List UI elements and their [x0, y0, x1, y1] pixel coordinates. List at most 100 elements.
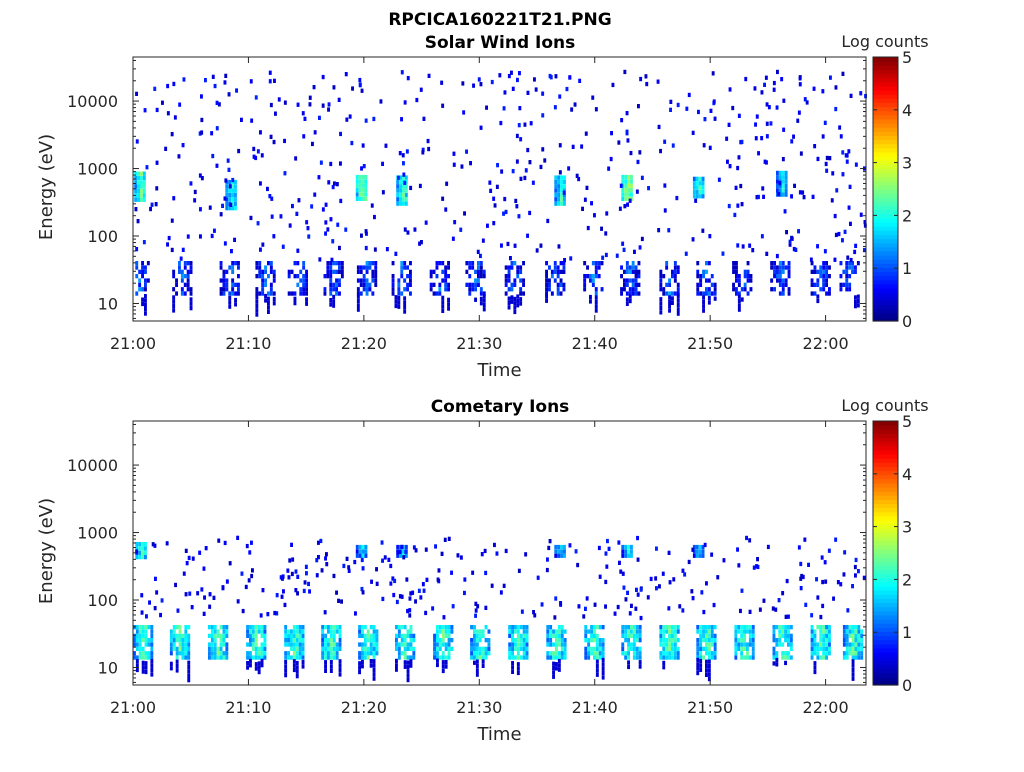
heatmap-cell — [433, 646, 436, 651]
heatmap-cell — [528, 160, 532, 165]
heatmap-cell — [260, 625, 264, 630]
heatmap-cell — [228, 304, 232, 309]
heatmap-cell — [478, 633, 482, 638]
heatmap-cell — [734, 638, 738, 643]
heatmap-cell — [234, 179, 237, 185]
heatmap-cell — [594, 265, 598, 270]
heatmap-cell — [589, 299, 592, 304]
heatmap-cell — [290, 638, 293, 643]
heatmap-cell — [748, 642, 752, 647]
heatmap-cell — [225, 655, 229, 660]
heatmap-cell — [308, 102, 312, 107]
heatmap-cell — [270, 214, 274, 219]
heatmap-cell — [507, 305, 511, 310]
heatmap-cell — [263, 655, 267, 660]
heatmap-cell — [637, 282, 641, 287]
heatmap-cell — [657, 124, 661, 130]
heatmap-cell — [170, 218, 174, 223]
heatmap-cell — [468, 265, 472, 270]
heatmap-cell — [810, 655, 814, 660]
heatmap-cell — [707, 629, 711, 634]
heatmap-cell — [556, 287, 560, 292]
heatmap-cell — [397, 646, 401, 651]
heatmap-cell — [471, 282, 475, 287]
heatmap-cell — [825, 278, 828, 283]
heatmap-cell — [330, 257, 334, 262]
heatmap-cell — [475, 655, 479, 660]
heatmap-cell — [144, 265, 147, 270]
heatmap-cell — [707, 278, 711, 283]
heatmap-cell — [234, 206, 237, 211]
heatmap-cell — [676, 629, 680, 634]
heatmap-cell — [459, 555, 463, 560]
heatmap-cell — [403, 180, 407, 185]
heatmap-cell — [685, 106, 689, 111]
heatmap-cell — [332, 651, 336, 656]
colorbar-segment — [873, 515, 898, 521]
heatmap-cell — [637, 274, 641, 279]
heatmap-cell — [440, 551, 444, 556]
heatmap-cell — [621, 196, 625, 201]
heatmap-cell — [839, 274, 843, 279]
plot-area-frame — [132, 420, 867, 686]
heatmap-cell — [291, 203, 294, 209]
heatmap-cell — [705, 291, 708, 296]
heatmap-cell — [298, 625, 302, 630]
heatmap-cell — [358, 192, 362, 197]
heatmap-cell — [787, 614, 790, 619]
heatmap-cell — [516, 666, 520, 671]
heatmap-cell — [261, 242, 265, 247]
colorbar-tick-label: 2 — [902, 570, 912, 589]
heatmap-cell — [762, 194, 765, 199]
heatmap-cell — [769, 121, 773, 126]
heatmap-cell — [447, 306, 450, 311]
heatmap-cell — [155, 160, 159, 165]
heatmap-cell — [234, 201, 237, 206]
heatmap-cell — [246, 651, 249, 656]
colorbar-segment — [873, 255, 898, 260]
heatmap-cell — [403, 261, 407, 266]
heatmap-cell — [324, 664, 327, 669]
heatmap-cell — [405, 577, 409, 582]
heatmap-cell — [302, 261, 306, 266]
heatmap-cell — [816, 625, 820, 630]
heatmap-cell — [673, 269, 677, 274]
heatmap-cell — [513, 243, 517, 248]
heatmap-cell — [324, 660, 327, 665]
heatmap-cell — [770, 261, 774, 266]
heatmap-cell — [142, 197, 146, 202]
heatmap-cell — [175, 282, 178, 287]
heatmap-cell — [545, 278, 548, 283]
heatmap-cell — [219, 651, 223, 656]
heatmap-cell — [272, 291, 276, 296]
heatmap-cell — [482, 302, 486, 308]
heatmap-cell — [511, 665, 514, 670]
heatmap-cell — [147, 625, 151, 630]
heatmap-cell — [444, 282, 448, 287]
heatmap-cell — [630, 174, 633, 180]
colorbar-segment — [873, 197, 898, 202]
heatmap-cell — [845, 655, 849, 660]
colorbar-segment — [873, 487, 898, 492]
heatmap-cell — [701, 544, 705, 550]
heatmap-cell — [141, 646, 145, 651]
heatmap-cell — [597, 261, 601, 266]
heatmap-cell — [228, 295, 232, 301]
heatmap-cell — [462, 110, 466, 115]
heatmap-cell — [474, 269, 477, 274]
heatmap-cell — [743, 655, 746, 660]
heatmap-cell — [287, 291, 291, 296]
heatmap-cell — [234, 302, 237, 307]
heatmap-cell — [781, 188, 785, 193]
heatmap-cell — [366, 633, 370, 638]
colorbar-segment — [873, 544, 898, 550]
heatmap-cell — [204, 546, 208, 551]
heatmap-cell — [560, 651, 564, 656]
heatmap-cell — [783, 209, 787, 214]
heatmap-cell — [705, 269, 708, 274]
heatmap-cell — [627, 188, 630, 193]
heatmap-cell — [526, 147, 530, 153]
heatmap-cell — [545, 274, 548, 279]
heatmap-cell — [558, 94, 562, 99]
heatmap-cell — [635, 638, 639, 643]
